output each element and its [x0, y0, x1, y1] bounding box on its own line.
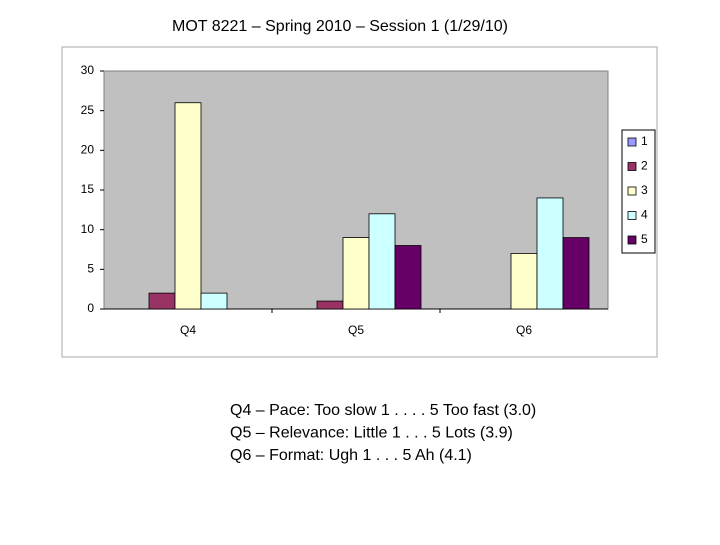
- bar: [316, 300, 344, 310]
- legend-swatch: [627, 211, 637, 220]
- bar: [368, 213, 396, 310]
- legend-box: [621, 129, 656, 254]
- legend-swatch: [627, 162, 637, 171]
- bar: [394, 245, 422, 310]
- annotation: Q6 – Format: Ugh 1 . . . 5 Ah (4.1): [230, 447, 472, 464]
- annotation: Q5 – Relevance: Little 1 . . . 5 Lots (3…: [230, 425, 513, 442]
- y-tick-label: 25: [81, 103, 95, 117]
- bar: [536, 197, 564, 310]
- legend-label: 1: [641, 134, 648, 148]
- y-tick-label: 15: [81, 182, 95, 196]
- y-tick-label: 5: [87, 262, 94, 276]
- legend-swatch: [627, 186, 637, 196]
- chart-title: MOT 8221 – Spring 2010 – Session 1 (1/29…: [172, 18, 508, 35]
- legend-label: 3: [641, 183, 648, 197]
- bar: [148, 292, 176, 310]
- bar: [510, 253, 538, 310]
- annotation: Q4 – Pace: Too slow 1 . . . . 5 Too fast…: [230, 402, 536, 419]
- legend-swatch: [627, 235, 637, 245]
- bar: [174, 102, 202, 310]
- y-tick-label: 0: [87, 301, 94, 315]
- legend-label: 2: [641, 159, 648, 173]
- legend-swatch: [627, 137, 637, 147]
- x-tick-label: Q4: [180, 323, 196, 337]
- bar: [342, 237, 370, 310]
- y-tick-label: 30: [81, 63, 95, 77]
- y-tick-label: 10: [81, 222, 95, 236]
- y-tick-label: 20: [81, 143, 95, 157]
- legend-label: 5: [641, 232, 648, 246]
- x-tick-label: Q5: [348, 323, 364, 337]
- bar: [200, 292, 228, 310]
- x-tick-label: Q6: [516, 323, 532, 337]
- bar: [562, 237, 590, 310]
- legend-label: 4: [641, 208, 648, 222]
